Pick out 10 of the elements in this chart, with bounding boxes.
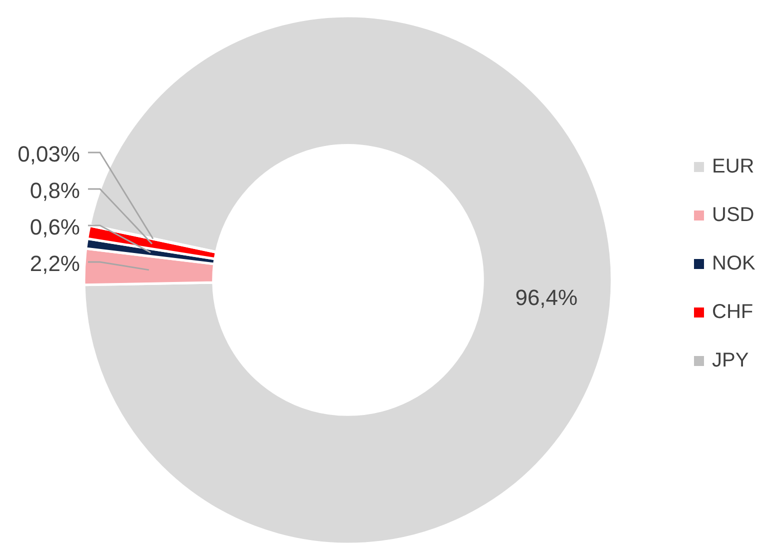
legend-label: NOK <box>712 252 756 274</box>
legend-label: JPY <box>712 349 749 372</box>
legend-label: EUR <box>712 155 754 178</box>
data-label: 96,4% <box>515 284 578 310</box>
data-label: 2,2% <box>30 250 80 276</box>
data-label: 0,6% <box>30 214 80 240</box>
data-label: 0,8% <box>30 178 80 203</box>
data-label: 0,03% <box>18 141 80 166</box>
legend-label: CHF <box>712 300 754 323</box>
legend-label: USD <box>712 204 754 226</box>
